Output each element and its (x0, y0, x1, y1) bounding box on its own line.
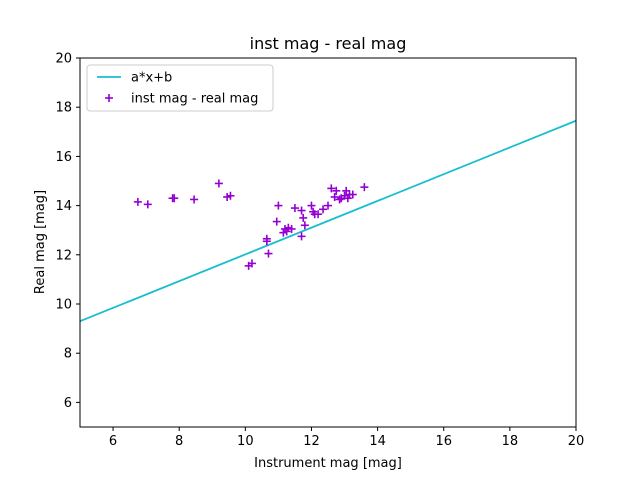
data-point (262, 234, 271, 243)
x-tick-label: 18 (502, 434, 519, 449)
y-tick-label: 20 (55, 52, 72, 67)
x-tick-label: 12 (303, 434, 320, 449)
data-point (332, 186, 341, 195)
data-point (297, 232, 306, 241)
y-tick-label: 14 (55, 199, 72, 214)
y-axis-label: Real mag [mag] (33, 190, 48, 294)
data-point (190, 195, 199, 204)
legend-label-scatter: inst mag - real mag (131, 92, 258, 107)
y-tick-label: 6 (64, 396, 72, 411)
fit-line (80, 119, 576, 323)
x-axis-label: Instrument mag [mag] (254, 456, 402, 471)
data-point (327, 184, 336, 193)
data-point (272, 217, 281, 226)
data-point (307, 201, 316, 210)
data-point (335, 195, 344, 204)
x-tick-label: 8 (175, 434, 183, 449)
data-point (360, 183, 369, 192)
data-point (314, 210, 323, 219)
data-point (143, 200, 152, 209)
data-point (247, 259, 256, 268)
data-point (274, 201, 283, 210)
x-tick-label: 10 (237, 434, 254, 449)
x-tick-label: 20 (568, 434, 585, 449)
data-point (348, 190, 357, 199)
data-point (264, 249, 273, 258)
plot-area: 6 8 10 12 14 16 18 20 6 8 10 12 14 16 18 20 a*x+b inst ma… (55, 52, 584, 450)
plot-frame (79, 57, 577, 428)
data-point (290, 204, 299, 213)
data-point (343, 194, 352, 203)
x-tick-label: 14 (369, 434, 386, 449)
data-point (282, 227, 291, 236)
data-point (299, 213, 308, 222)
data-point (133, 197, 142, 206)
data-point (226, 191, 235, 200)
chart-title: inst mag - real mag (250, 34, 407, 53)
y-tick-label: 10 (55, 298, 72, 313)
x-tick-label: 16 (435, 434, 452, 449)
data-point (330, 192, 339, 201)
data-point (297, 206, 306, 215)
x-tick-label: 6 (109, 434, 117, 449)
y-tick-label: 8 (64, 347, 72, 362)
data-point (214, 179, 223, 188)
y-tick-label: 18 (55, 101, 72, 116)
data-point (287, 224, 296, 233)
data-point (319, 205, 328, 214)
y-tick-label: 16 (55, 150, 72, 165)
data-point (170, 194, 179, 203)
legend-box (86, 64, 274, 112)
data-point (300, 221, 309, 230)
data-point (324, 201, 332, 210)
y-tick-label: 12 (55, 248, 72, 263)
legend-label-fit: a*x+b (131, 71, 172, 86)
